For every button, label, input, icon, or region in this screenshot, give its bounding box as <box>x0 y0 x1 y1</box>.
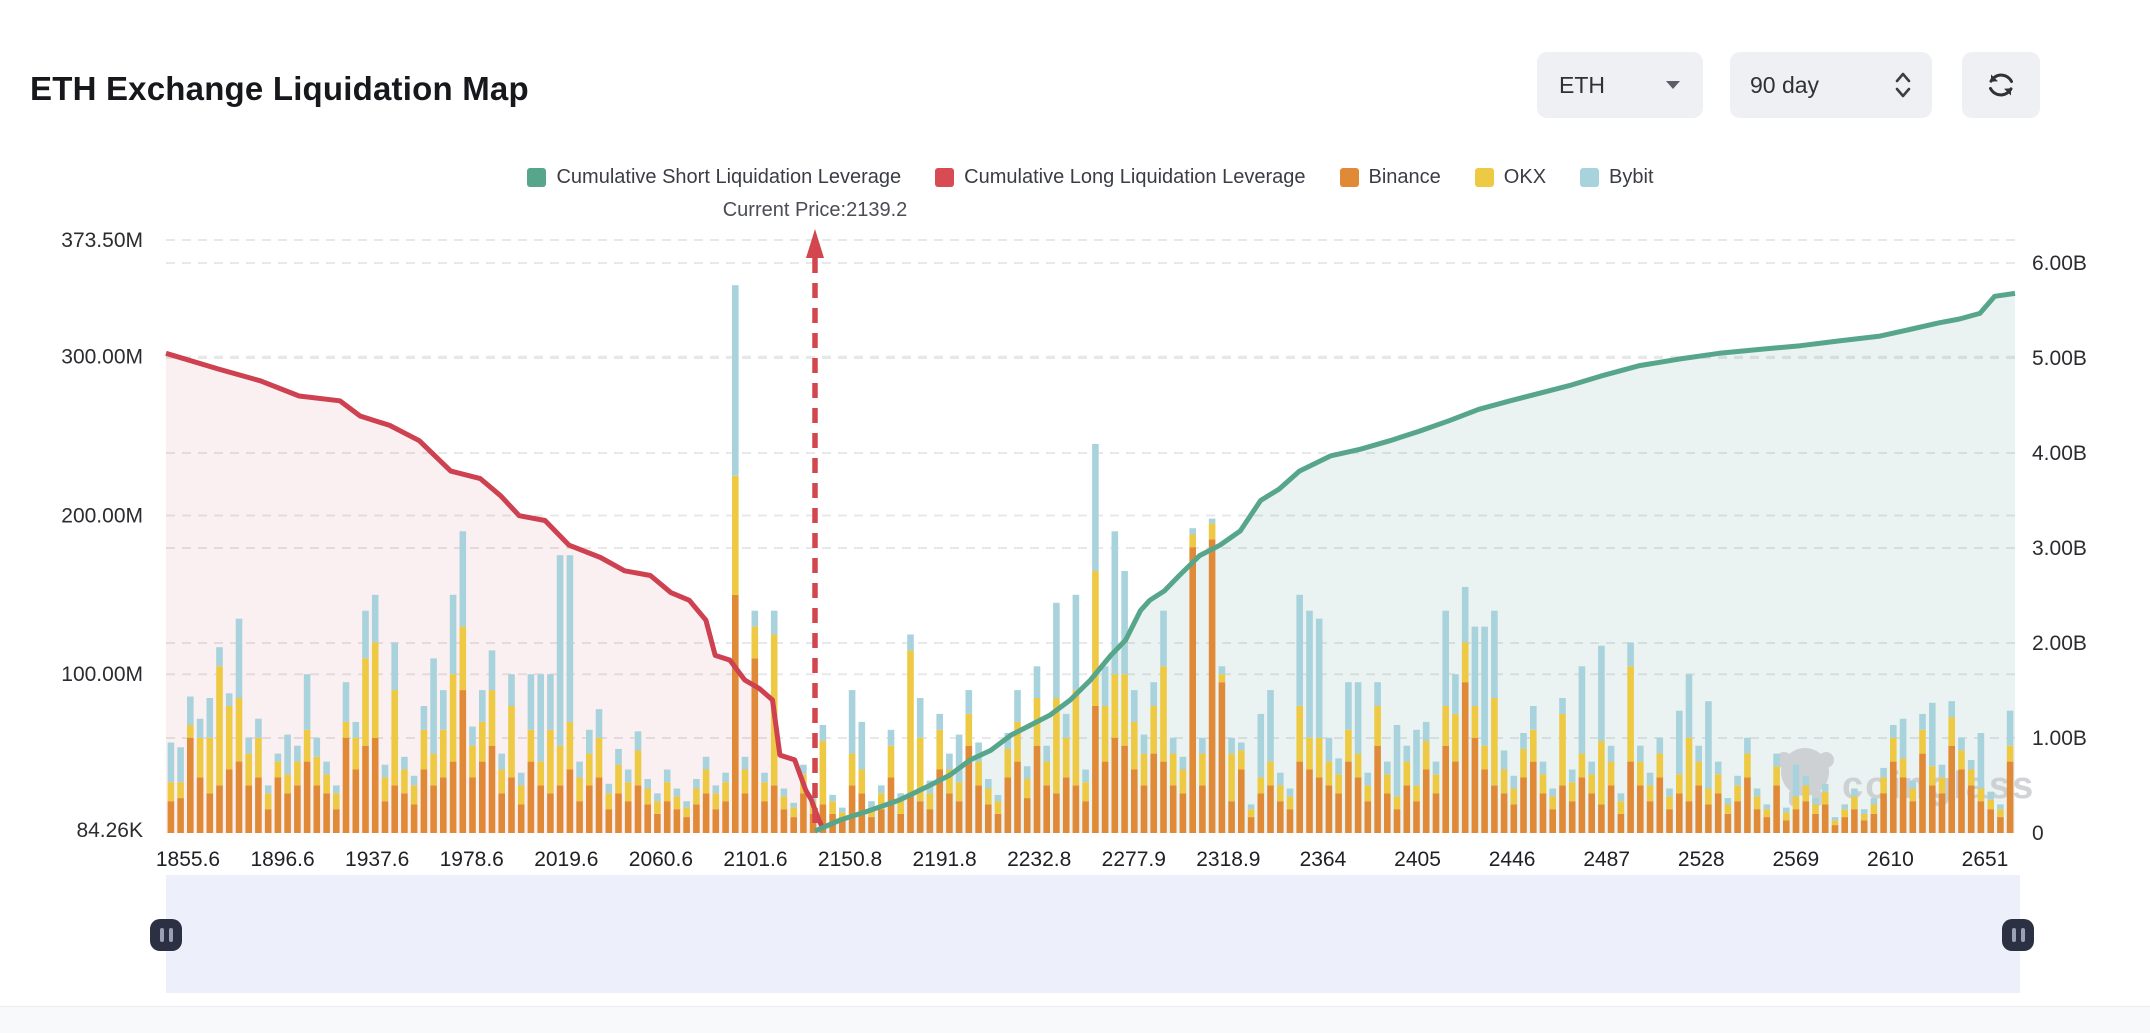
coin-select-value: ETH <box>1559 71 1605 98</box>
svg-text:300.00M: 300.00M <box>61 346 143 369</box>
svg-text:100.00M: 100.00M <box>61 663 143 686</box>
footer-strip <box>0 1006 2150 1033</box>
legend-item-4[interactable]: Bybit <box>1580 166 1654 189</box>
range-select-value: 90 day <box>1750 71 1820 98</box>
page-title: ETH Exchange Liquidation Map <box>30 70 529 108</box>
current-price-line <box>805 229 824 831</box>
svg-text:4.00B: 4.00B <box>2032 442 2087 465</box>
x-axis-labels: 1855.6 1896.6 1937.6 1978.6 2019.6 2060.6 2101… <box>156 848 2008 871</box>
svg-text:1855.6: 1855.6 <box>156 848 220 871</box>
coin-select[interactable]: ETH <box>1537 52 1703 118</box>
svg-text:2318.9: 2318.9 <box>1196 848 1260 871</box>
legend-label: OKX <box>1503 166 1547 188</box>
svg-text:2101.6: 2101.6 <box>723 848 787 871</box>
svg-text:2150.8: 2150.8 <box>818 848 882 871</box>
svg-text:2232.8: 2232.8 <box>1007 848 1071 871</box>
svg-text:2446: 2446 <box>1489 848 1536 871</box>
legend-swatch <box>527 168 547 187</box>
datazoom-track[interactable] <box>166 875 2020 993</box>
svg-text:0: 0 <box>2032 822 2044 845</box>
legend-label: Cumulative Long Liquidation Leverage <box>964 166 1306 188</box>
current-price-label: Current Price:2139.2 <box>722 199 908 221</box>
svg-text:2.00B: 2.00B <box>2032 632 2087 655</box>
svg-text:84.26K: 84.26K <box>76 819 143 842</box>
svg-text:1937.6: 1937.6 <box>345 848 409 871</box>
legend-item-1[interactable]: Cumulative Long Liquidation Leverage <box>935 166 1306 189</box>
svg-text:2487: 2487 <box>1583 848 1630 871</box>
datazoom-left-handle[interactable] <box>150 919 182 951</box>
svg-text:2528: 2528 <box>1678 848 1725 871</box>
legend-swatch <box>1474 168 1494 187</box>
short-line <box>813 290 2016 834</box>
svg-text:6.00B: 6.00B <box>2032 252 2087 275</box>
svg-text:2651: 2651 <box>1962 848 2009 871</box>
svg-text:1978.6: 1978.6 <box>440 848 504 871</box>
right-axis-labels: 6.00B 5.00B 4.00B 3.00B 2.00B 1.00B 0 <box>2032 252 2087 845</box>
datazoom-right-handle[interactable] <box>2002 919 2034 951</box>
bars-layer <box>167 285 2014 833</box>
svg-text:2277.9: 2277.9 <box>1102 848 1166 871</box>
cumulative-lines <box>165 290 2016 834</box>
legend-swatch <box>1339 168 1359 187</box>
legend-swatch <box>1580 168 1600 187</box>
svg-text:2019.6: 2019.6 <box>534 848 598 871</box>
svg-text:3.00B: 3.00B <box>2032 537 2087 560</box>
legend-label: Cumulative Short Liquidation Leverage <box>556 166 902 188</box>
svg-text:2364: 2364 <box>1300 848 1347 871</box>
svg-text:373.50M: 373.50M <box>61 229 143 252</box>
svg-text:200.00M: 200.00M <box>61 504 143 527</box>
legend-label: Binance <box>1368 166 1441 188</box>
legend-label: Bybit <box>1609 166 1654 188</box>
legend-swatch <box>935 168 955 187</box>
legend-item-2[interactable]: Binance <box>1339 166 1441 189</box>
up-down-chevrons-icon <box>1895 72 1911 98</box>
legend-item-0[interactable]: Cumulative Short Liquidation Leverage <box>527 166 901 189</box>
svg-text:1.00B: 1.00B <box>2032 727 2087 750</box>
refresh-icon <box>1989 73 2013 97</box>
chevron-down-icon <box>1666 81 1680 89</box>
svg-text:2569: 2569 <box>1772 848 1819 871</box>
long-line <box>165 350 825 829</box>
watermark: coinglass <box>1776 748 2033 807</box>
svg-text:2191.8: 2191.8 <box>913 848 977 871</box>
refresh-button[interactable] <box>1962 52 2040 118</box>
legend-item-3[interactable]: OKX <box>1474 166 1547 189</box>
left-axis-labels: 373.50M 300.00M 200.00M 100.00M 84.26K <box>61 229 143 842</box>
svg-text:5.00B: 5.00B <box>2032 347 2087 370</box>
arrow-up-icon <box>805 229 824 258</box>
svg-text:2405: 2405 <box>1394 848 1441 871</box>
svg-text:2610: 2610 <box>1867 848 1914 871</box>
range-select[interactable]: 90 day <box>1730 52 1932 118</box>
legend: Cumulative Short Liquidation Leverage Cum… <box>166 166 2015 189</box>
svg-text:1896.6: 1896.6 <box>250 848 314 871</box>
svg-text:2060.6: 2060.6 <box>629 848 693 871</box>
